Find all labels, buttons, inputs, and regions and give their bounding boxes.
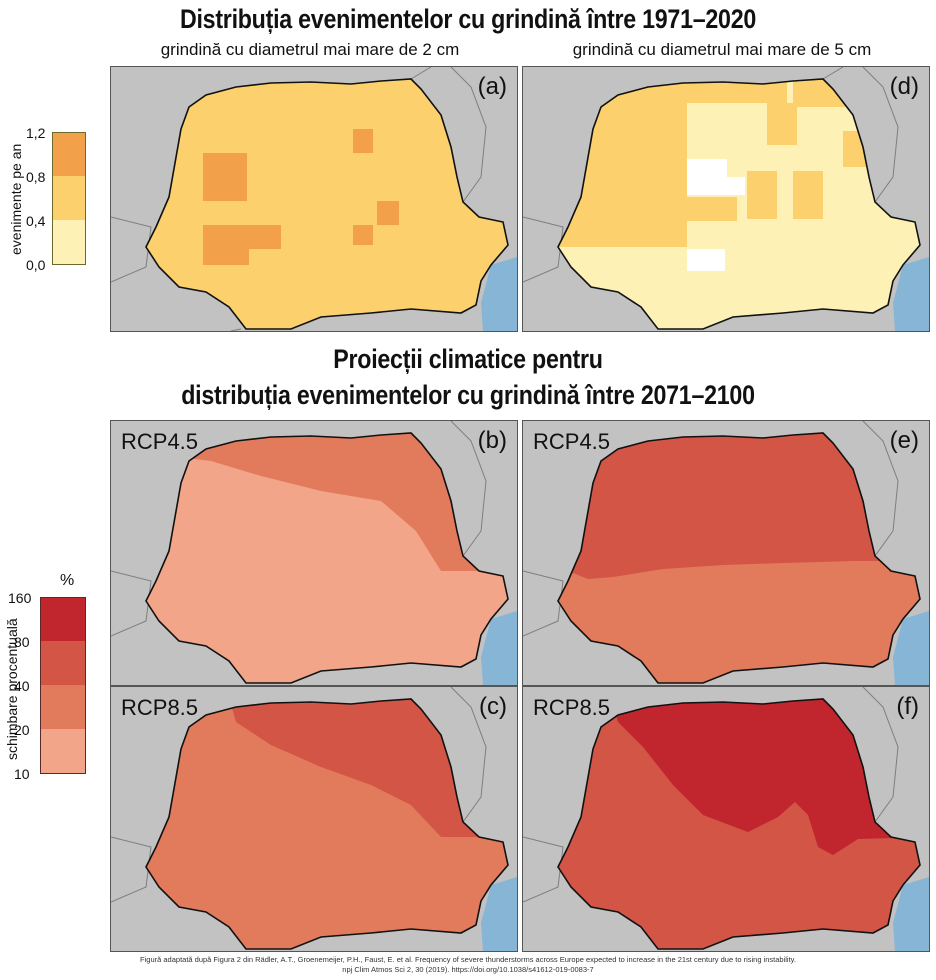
- map-panel-e: RCP4.5 (e): [522, 420, 930, 686]
- credit-line-1: Figură adaptată după Figura 2 din Rädler…: [140, 955, 796, 964]
- legend-percent-change: % schimbare procentuală 160 80 40 20 10: [0, 570, 100, 790]
- panel-label-b: (b): [477, 427, 507, 454]
- legend-swatch-low: [52, 220, 86, 265]
- legend-swatch-mid: [52, 176, 86, 221]
- legend-events-label: evenimente pe an: [8, 143, 24, 255]
- legend-swatch-40: [40, 685, 86, 730]
- map-panel-b: RCP4.5 (b): [110, 420, 518, 686]
- scenario-label-f: RCP8.5: [533, 695, 611, 720]
- panel-label-e: (e): [889, 427, 919, 454]
- credit-line-2: npj Clim Atmos Sci 2, 30 (2019). https:/…: [342, 965, 594, 974]
- legend-tick: 0,4: [26, 213, 46, 229]
- map-panel-f: RCP8.5 (f): [522, 686, 930, 952]
- title-projections-line1: Proiecții climatice pentru: [333, 344, 603, 374]
- legend-tick: 1,2: [26, 125, 46, 141]
- scenario-label-b: RCP4.5: [121, 429, 199, 454]
- legend-events-per-year: evenimente pe an 1,2 0,8 0,4 0,0: [0, 120, 100, 280]
- legend-swatch-high: [52, 132, 86, 178]
- legend-tick: 0,0: [26, 257, 46, 273]
- panel-label-d: (d): [889, 73, 919, 100]
- panel-label-f: (f): [896, 693, 919, 720]
- legend-swatch-160: [40, 597, 86, 643]
- title-projections-line2: distribuția evenimentelor cu grindină în…: [181, 380, 755, 410]
- legend-swatch-80: [40, 641, 86, 686]
- legend-tick: 0,8: [26, 169, 46, 185]
- main-title-historical: Distribuția evenimentelor cu grindină în…: [179, 4, 757, 34]
- legend-tick: 10: [14, 766, 30, 782]
- scenario-label-c: RCP8.5: [121, 695, 199, 720]
- legend-tick: 160: [8, 590, 32, 606]
- map-panel-c: RCP8.5 (c): [110, 686, 518, 952]
- subtitle-2cm: grindină cu diametrul mai mare de 2 cm: [160, 40, 460, 59]
- scenario-label-e: RCP4.5: [533, 429, 611, 454]
- legend-tick: 80: [14, 634, 30, 650]
- map-panel-d: (d): [522, 66, 930, 332]
- subtitle-5cm: grindină cu diametrul mai mare de 5 cm: [572, 40, 872, 59]
- legend-tick: 40: [14, 678, 30, 694]
- legend-swatch-20: [40, 729, 86, 774]
- legend-unit: %: [60, 572, 75, 589]
- panel-label-c: (c): [479, 693, 507, 720]
- map-panel-a: (a): [110, 66, 518, 332]
- legend-tick: 20: [14, 722, 30, 738]
- panel-label-a: (a): [477, 73, 507, 100]
